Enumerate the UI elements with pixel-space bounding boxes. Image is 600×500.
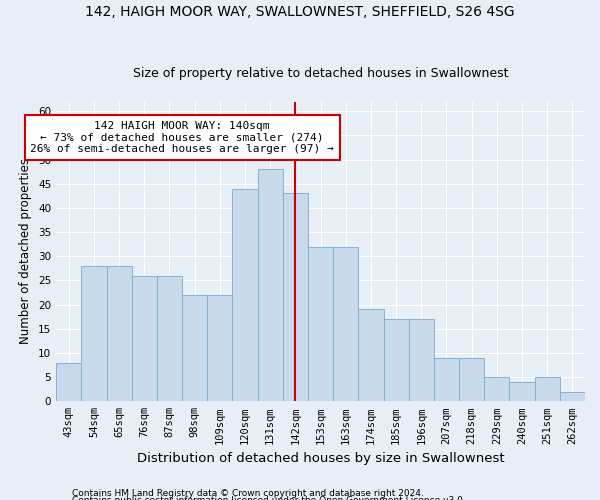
Bar — [358, 310, 383, 402]
Bar — [459, 358, 484, 402]
Text: Contains HM Land Registry data © Crown copyright and database right 2024.: Contains HM Land Registry data © Crown c… — [72, 488, 424, 498]
Bar — [207, 295, 232, 402]
Text: 142 HAIGH MOOR WAY: 140sqm
← 73% of detached houses are smaller (274)
26% of sem: 142 HAIGH MOOR WAY: 140sqm ← 73% of deta… — [30, 121, 334, 154]
Bar — [535, 377, 560, 402]
Bar — [157, 276, 182, 402]
Bar — [82, 266, 107, 402]
Bar — [509, 382, 535, 402]
Bar — [283, 194, 308, 402]
Text: Contains public sector information licensed under the Open Government Licence v3: Contains public sector information licen… — [72, 496, 466, 500]
Text: 142, HAIGH MOOR WAY, SWALLOWNEST, SHEFFIELD, S26 4SG: 142, HAIGH MOOR WAY, SWALLOWNEST, SHEFFI… — [85, 5, 515, 19]
Bar — [132, 276, 157, 402]
Bar — [383, 319, 409, 402]
Bar — [308, 246, 333, 402]
Bar — [409, 319, 434, 402]
X-axis label: Distribution of detached houses by size in Swallownest: Distribution of detached houses by size … — [137, 452, 505, 465]
Bar — [107, 266, 132, 402]
Bar — [232, 188, 257, 402]
Bar — [333, 246, 358, 402]
Y-axis label: Number of detached properties: Number of detached properties — [19, 158, 32, 344]
Bar — [434, 358, 459, 402]
Title: Size of property relative to detached houses in Swallownest: Size of property relative to detached ho… — [133, 66, 508, 80]
Bar — [182, 295, 207, 402]
Bar — [560, 392, 585, 402]
Bar — [484, 377, 509, 402]
Bar — [257, 169, 283, 402]
Bar — [56, 362, 82, 402]
